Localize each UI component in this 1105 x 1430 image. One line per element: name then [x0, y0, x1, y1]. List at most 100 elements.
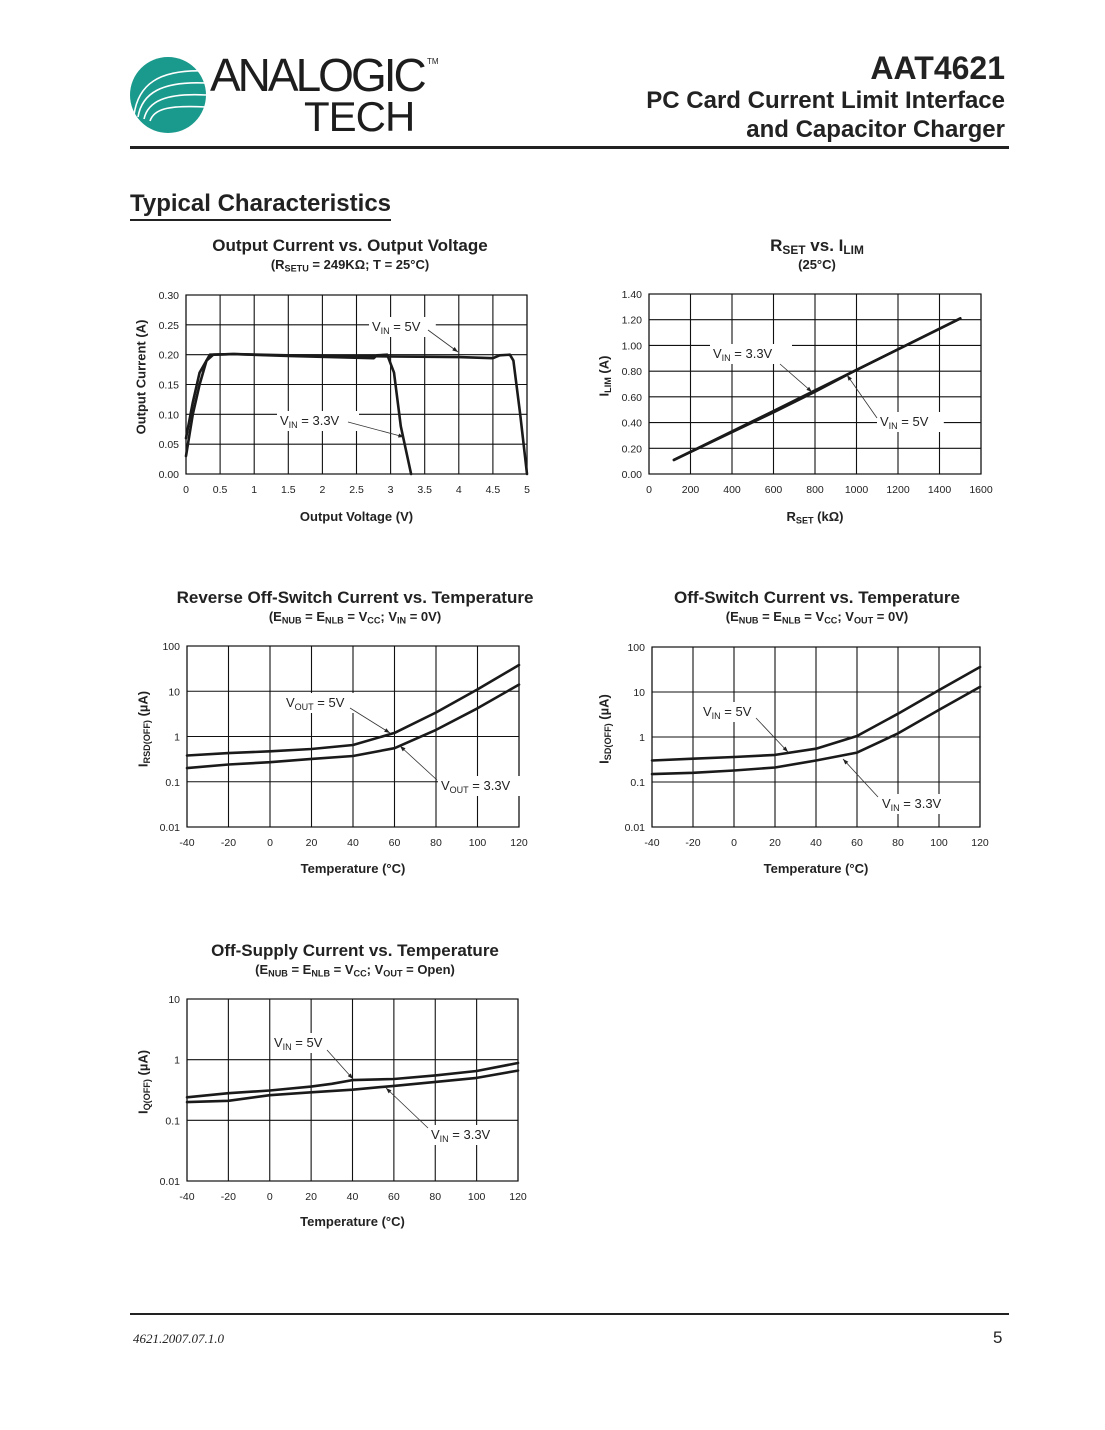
series-annotation: VOUT = 5V	[286, 695, 345, 712]
chart-subtitle: (RSETU = 249KΩ; T = 25°C)	[270, 257, 430, 273]
label-background	[283, 693, 358, 713]
chart-subtitle-text: ; V	[837, 609, 854, 624]
annotation-text: = 3.3V	[449, 1127, 491, 1142]
annotation-text: V	[882, 796, 891, 811]
arrowhead-icon	[452, 347, 458, 352]
x-tick-label: 3	[388, 484, 394, 496]
header-divider	[130, 146, 1009, 149]
y-tick-label: 10	[168, 994, 180, 1006]
x-tick-label: 2.5	[349, 484, 364, 496]
label-background	[879, 794, 961, 814]
y-tick-label: 0.00	[159, 469, 180, 481]
y-tick-label: 1.20	[622, 315, 643, 327]
arrowhead-icon	[847, 375, 852, 381]
annotation-subscript: IN	[891, 803, 900, 813]
part-number: AAT4621	[870, 50, 1005, 86]
x-tick-label: 60	[851, 837, 863, 849]
x-axis-label-text: Temperature (°C)	[300, 1214, 405, 1229]
annotation-text: = 3.3V	[469, 778, 511, 793]
series-line-1	[185, 663, 521, 757]
y-tick-label: 1	[174, 1055, 180, 1067]
y-tick-label: 0.60	[622, 392, 643, 404]
chart-subtitle-text: (E	[255, 962, 269, 977]
x-tick-label: 40	[347, 1191, 359, 1203]
annotation-subscript: IN	[283, 1042, 292, 1052]
x-tick-label: 0	[731, 837, 737, 849]
chart-title-text: Reverse Off-Switch Current vs. Temperatu…	[176, 588, 534, 607]
chart-subtitle-text: (R	[270, 257, 285, 272]
label-background	[700, 702, 767, 722]
x-tick-label: 600	[765, 484, 783, 496]
arrowhead-icon	[386, 1088, 392, 1094]
chart-subtitle: (ENUB = ENLB = VCC; VOUT = 0V)	[726, 609, 909, 626]
annotation-text: = 5V	[390, 319, 421, 334]
y-tick-label: 0.1	[165, 1115, 180, 1127]
x-tick-label: 0	[267, 837, 273, 849]
chart-1: 0 0.5 1 1.5 2 2.5 3 3.5 4 4.5 5 0.00 0.05 0.10 0.15 0.2…	[159, 290, 531, 496]
chart-title-subscript: SET	[782, 242, 806, 257]
series-line-2	[650, 685, 982, 776]
series-line-1	[184, 352, 529, 476]
y-tick-label: 0.1	[630, 777, 645, 789]
y-tick-label: 0.01	[160, 822, 181, 834]
x-tick-label: 0.5	[213, 484, 228, 496]
x-axis-label: Output Voltage (V)	[300, 509, 413, 524]
annotation-subscript: IN	[712, 711, 721, 721]
chart-title: Off-Switch Current vs. Temperature	[674, 588, 960, 608]
x-axis-label-subscript: SET	[795, 515, 814, 526]
annotation-text: = 5V	[292, 1035, 323, 1050]
x-axis-label-text: (kΩ)	[813, 509, 844, 524]
x-tick-label: 20	[306, 837, 318, 849]
label-background	[877, 412, 944, 432]
y-tick-label: 0.05	[159, 439, 180, 451]
x-tick-label: 20	[769, 837, 781, 849]
arrowhead-icon	[398, 433, 404, 438]
x-axis-label: Temperature (°C)	[301, 861, 406, 876]
x-tick-label: 200	[682, 484, 700, 496]
x-tick-label: 4	[456, 484, 462, 496]
plot-frame	[186, 645, 520, 828]
chart-subtitle-text: = 0V)	[873, 609, 909, 624]
chart-subtitle-text: (25°C)	[798, 257, 836, 272]
x-tick-label: -40	[179, 837, 194, 849]
x-tick-label: 800	[806, 484, 824, 496]
doc-title-line2: and Capacitor Charger	[746, 116, 1005, 143]
label-background	[271, 1033, 338, 1053]
chart-title-text: vs. I	[805, 236, 844, 255]
x-tick-label: 1.5	[281, 484, 296, 496]
chart-subtitle-text: = E	[301, 609, 326, 624]
annotation-subscript: IN	[381, 326, 390, 336]
annotation-arrow	[385, 1087, 429, 1129]
chart-subtitle-subscript: OUT	[853, 615, 874, 626]
x-axis-label-text: Temperature (°C)	[300, 861, 406, 876]
x-tick-label: 80	[429, 1191, 441, 1203]
y-tick-label: 0.40	[622, 418, 643, 430]
chart-subtitle-subscript: NUB	[738, 615, 759, 626]
label-background	[277, 411, 359, 431]
x-tick-label: 80	[892, 837, 904, 849]
chart-subtitle-text: = 249KΩ; T = 25°C)	[308, 257, 430, 272]
series-annotation: VIN = 5V	[703, 704, 752, 721]
plot-frame	[648, 293, 982, 475]
chart-subtitle-subscript: CC	[824, 615, 838, 626]
x-tick-label: -20	[221, 837, 236, 849]
annotation-text: = 5V	[721, 704, 752, 719]
section-title: Typical Characteristics	[130, 190, 392, 221]
chart-subtitle-subscript: NUB	[268, 968, 288, 979]
y-tick-label: 10	[168, 686, 180, 698]
y-tick-label: 0.10	[159, 409, 180, 421]
x-tick-label: 40	[810, 837, 822, 849]
y-tick-label: 0.01	[160, 1176, 181, 1188]
annotation-subscript: IN	[289, 420, 298, 430]
series-annotation: VOUT = 3.3V	[441, 778, 511, 795]
annotation-subscript: IN	[722, 353, 731, 363]
x-axis-label: Temperature (°C)	[764, 861, 869, 876]
logo-text: ANALOGIC	[210, 49, 427, 101]
logo-mark-icon	[130, 57, 207, 133]
annotation-subscript: OUT	[295, 702, 315, 712]
annotation-text: V	[286, 695, 295, 710]
x-axis-label: Temperature (°C)	[300, 1214, 405, 1229]
chart-subtitle-text: ; V	[380, 609, 398, 624]
